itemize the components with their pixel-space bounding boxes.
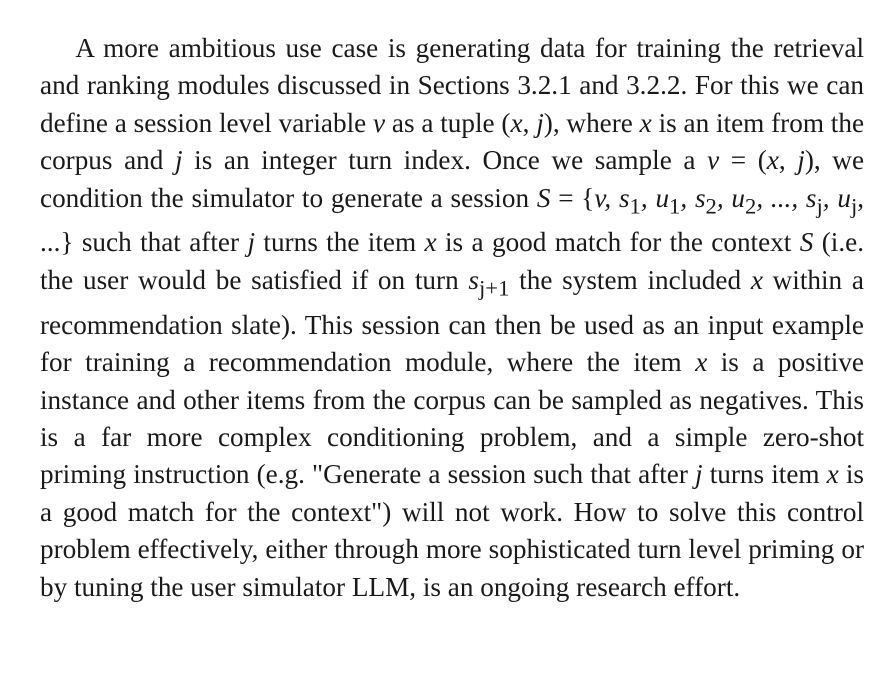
math-variable: , u	[640, 182, 670, 213]
text-segment: is an integer turn index. Once we sample…	[182, 145, 708, 176]
math-variable: v	[373, 107, 386, 138]
math-subscript: j	[850, 193, 858, 219]
math-variable: x	[766, 145, 779, 176]
body-paragraph: A more ambitious use case is generating …	[40, 30, 864, 606]
text-segment: ), where	[543, 107, 640, 138]
math-subscript: j	[816, 193, 823, 219]
text-segment: A more ambitious use case is generating …	[40, 33, 864, 138]
math-variable: x	[639, 107, 652, 138]
text-segment: within a recommendation slate). This ses…	[40, 264, 864, 378]
text-segment: turns item	[702, 459, 827, 490]
math-variable: S	[799, 227, 814, 258]
math-subscript: 2	[745, 193, 757, 219]
text-segment: is a positive instance and other items f…	[40, 347, 865, 490]
text-segment: (i.e. the user would be satisfied if on …	[40, 227, 864, 295]
math-variable: S	[536, 182, 551, 213]
math-variable: x	[695, 347, 708, 378]
text-segment: = (	[719, 145, 767, 176]
text-segment: is a good match for the context	[436, 227, 800, 258]
math-variable: s	[468, 264, 480, 295]
math-variable: , s	[680, 182, 706, 213]
math-variable: j	[247, 227, 255, 258]
text-segment: ,	[522, 107, 537, 138]
text-segment: ), we condition the simulator to gen­era…	[40, 145, 865, 213]
math-variable: , ..., s	[756, 182, 817, 213]
math-variable: j	[797, 145, 805, 176]
text-segment: turns the item	[255, 227, 425, 258]
math-variable: , u	[716, 182, 746, 213]
math-variable: j	[174, 145, 183, 176]
math-variable: , u	[822, 182, 851, 213]
math-subscript: j+1	[479, 275, 510, 301]
text-segment: ,	[778, 145, 798, 176]
math-variable: x	[826, 459, 839, 490]
math-variable: x	[510, 107, 523, 138]
text-segment: is a good match for the context") will n…	[40, 459, 865, 602]
text-segment: = {	[550, 182, 595, 213]
text-segment: the system included	[509, 264, 751, 295]
math-variable: j	[536, 107, 544, 138]
math-subscript: 2	[705, 193, 717, 219]
math-subscript: 1	[629, 193, 641, 219]
text-segment: , ...} such that after	[40, 182, 865, 258]
math-variable: v, s	[594, 182, 630, 213]
text-segment: is an item from the corpus and	[40, 107, 865, 176]
math-variable: j	[695, 459, 703, 490]
math-subscript: 1	[669, 193, 681, 219]
math-variable: x	[424, 227, 437, 258]
text-segment: as a tuple (	[385, 107, 511, 138]
math-variable: v	[707, 145, 720, 176]
math-variable: x	[750, 264, 763, 295]
